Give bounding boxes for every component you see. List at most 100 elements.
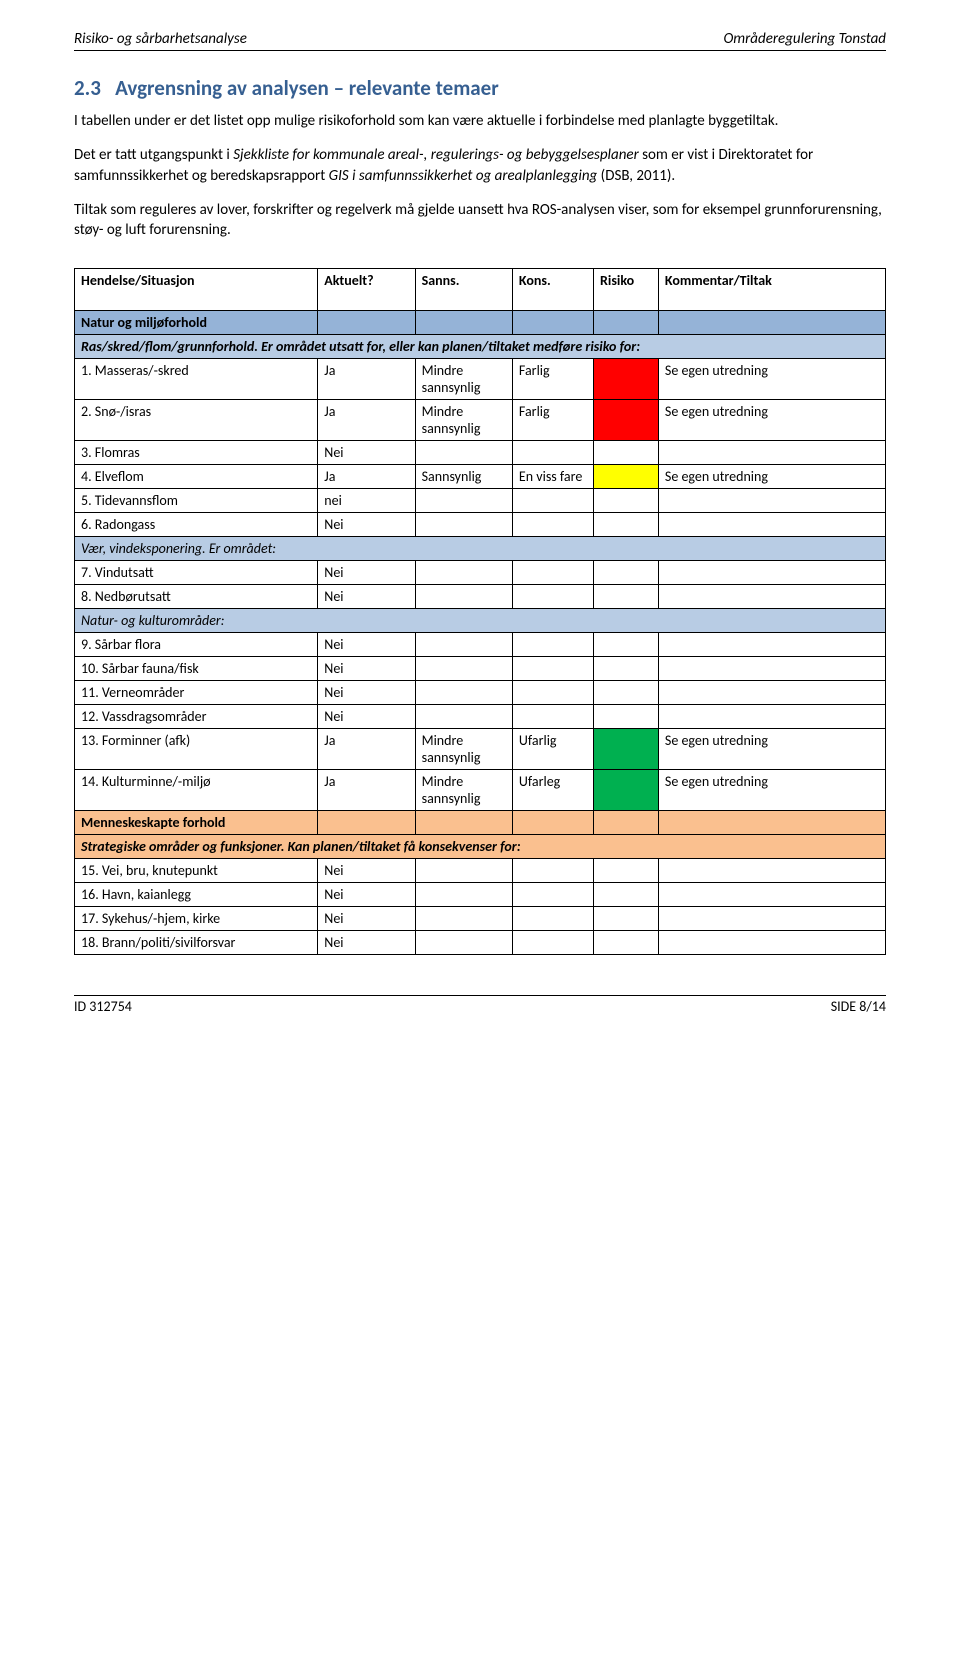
cell-sanns [415, 705, 512, 729]
cell-kom [658, 585, 885, 609]
table-row: 14. Kulturminne/-miljø Ja Mindre sannsyn… [75, 770, 886, 811]
cell-akt: Nei [318, 633, 415, 657]
cell-risk [594, 883, 659, 907]
cell-akt: Nei [318, 585, 415, 609]
cell-kons [512, 441, 593, 465]
cell-sanns: Mindre sannsynlig [415, 400, 512, 441]
cell-label: 3. Flomras [75, 441, 318, 465]
cell-kons: Ufarleg [512, 770, 593, 811]
cell-label: 9. Sårbar flora [75, 633, 318, 657]
cell-kons [512, 513, 593, 537]
table-row: 9. Sårbar flora Nei [75, 633, 886, 657]
cell-label: 16. Havn, kaianlegg [75, 883, 318, 907]
cell-akt: Nei [318, 513, 415, 537]
cell-label: 15. Vei, bru, knutepunkt [75, 859, 318, 883]
p2-part-d: GIS i samfunnssikkerhet og arealplanlegg… [329, 167, 598, 185]
table-row: 17. Sykehus/-hjem, kirke Nei [75, 907, 886, 931]
cell-akt: Nei [318, 441, 415, 465]
cell-label: 7. Vindutsatt [75, 561, 318, 585]
footer-left: ID 312754 [74, 998, 132, 1015]
cell-risk [594, 359, 659, 400]
header-right: Områderegulering Tonstad [723, 30, 886, 48]
col-hendelse: Hendelse/Situasjon [75, 269, 318, 311]
cell-risk [594, 585, 659, 609]
cell-kons: Farlig [512, 400, 593, 441]
cell-kons [512, 931, 593, 955]
cell-label: 11. Verneområder [75, 681, 318, 705]
cell-risk [594, 465, 659, 489]
cell-sanns [415, 441, 512, 465]
col-aktuelt: Aktuelt? [318, 269, 415, 311]
cell-sanns [415, 883, 512, 907]
paragraph-3: Tiltak som reguleres av lover, forskrift… [74, 200, 886, 241]
table-row: 2. Snø-/isras Ja Mindre sannsynlig Farli… [75, 400, 886, 441]
cell-kons [512, 705, 593, 729]
cell-kom: Se egen utredning [658, 359, 885, 400]
cell-risk [594, 513, 659, 537]
cell-sanns [415, 585, 512, 609]
header-left: Risiko- og sårbarhetsanalyse [74, 30, 247, 48]
cell-kons [512, 681, 593, 705]
cell-sanns [415, 633, 512, 657]
cell-akt: Nei [318, 931, 415, 955]
cell-akt: Nei [318, 657, 415, 681]
cell-akt: Nei [318, 561, 415, 585]
cell-kom [658, 513, 885, 537]
cell-kons [512, 859, 593, 883]
section-heading: Avgrensning av analysen – relevante tema… [115, 75, 499, 101]
cell-risk [594, 931, 659, 955]
cell-kons: Farlig [512, 359, 593, 400]
cell-risk [594, 489, 659, 513]
cell-sanns [415, 907, 512, 931]
page-footer: ID 312754 SIDE 8/14 [74, 995, 886, 1015]
section-ras: Ras/skred/flom/grunnforhold. Er området … [75, 335, 886, 359]
cell-label: 12. Vassdragsområder [75, 705, 318, 729]
cell-sanns: Mindre sannsynlig [415, 729, 512, 770]
cell-sanns: Mindre sannsynlig [415, 770, 512, 811]
cell-sanns [415, 489, 512, 513]
cell-sanns: Mindre sannsynlig [415, 359, 512, 400]
cell-kom [658, 657, 885, 681]
cell-kons [512, 489, 593, 513]
cell-akt: Ja [318, 729, 415, 770]
table-row: 5. Tidevannsflom nei [75, 489, 886, 513]
p2-part-e: (DSB, 2011). [597, 167, 675, 185]
cell-kom [658, 705, 885, 729]
cell-kons [512, 907, 593, 931]
col-sanns: Sanns. [415, 269, 512, 311]
cell-risk [594, 859, 659, 883]
cell-risk [594, 705, 659, 729]
cell-akt: Ja [318, 465, 415, 489]
cell-label: 8. Nedbørutsatt [75, 585, 318, 609]
cell-kom [658, 633, 885, 657]
cell-akt: Nei [318, 883, 415, 907]
cell-label: 6. Radongass [75, 513, 318, 537]
section-menneske-label: Menneskeskapte forhold [75, 811, 318, 835]
cell-kom [658, 859, 885, 883]
cell-sanns [415, 657, 512, 681]
cell-risk [594, 561, 659, 585]
table-row: 10. Sårbar fauna/fisk Nei [75, 657, 886, 681]
cell-akt: Nei [318, 681, 415, 705]
cell-akt: Ja [318, 400, 415, 441]
col-risiko: Risiko [594, 269, 659, 311]
paragraph-2: Det er tatt utgangspunkt i Sjekkliste fo… [74, 145, 886, 186]
cell-risk [594, 441, 659, 465]
cell-risk [594, 770, 659, 811]
cell-kom [658, 907, 885, 931]
table-row: 18. Brann/politi/sivilforsvar Nei [75, 931, 886, 955]
cell-kom: Se egen utredning [658, 770, 885, 811]
section-naturkultur: Natur- og kulturområder: [75, 609, 886, 633]
cell-risk [594, 633, 659, 657]
cell-label: 13. Forminner (afk) [75, 729, 318, 770]
cell-kom: Se egen utredning [658, 729, 885, 770]
section-menneske: Menneskeskapte forhold [75, 811, 886, 835]
cell-akt: Nei [318, 705, 415, 729]
cell-sanns [415, 859, 512, 883]
cell-label: 1. Masseras/-skred [75, 359, 318, 400]
cell-kom: Se egen utredning [658, 465, 885, 489]
cell-sanns [415, 931, 512, 955]
section-vaer-label: Vær, vindeksponering. Er området: [75, 537, 886, 561]
section-title: 2.3 Avgrensning av analysen – relevante … [74, 75, 886, 101]
table-row: 11. Verneområder Nei [75, 681, 886, 705]
